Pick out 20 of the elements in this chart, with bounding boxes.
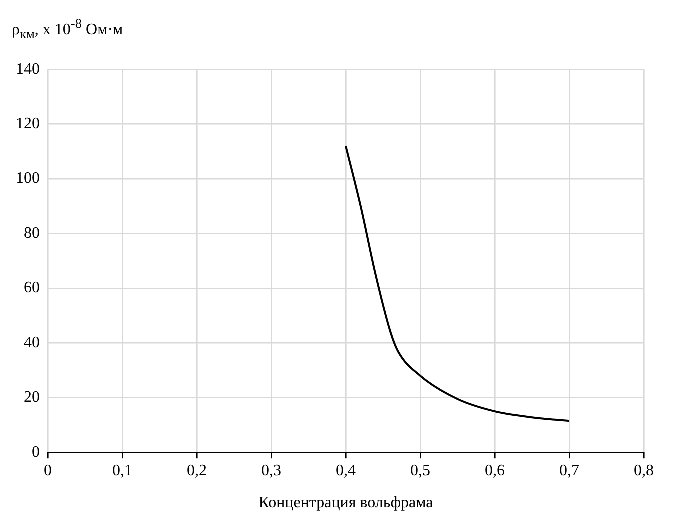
x-tick-label: 0,5 — [410, 462, 430, 480]
y-tick-label: 0 — [32, 444, 40, 461]
x-tick-label: 0,6 — [485, 462, 505, 480]
x-tick-label: 0 — [44, 462, 52, 480]
x-axis-title: Концентрация вольфрама — [258, 494, 434, 512]
y-tick-label: 60 — [24, 280, 40, 297]
y-tick-label: 20 — [24, 389, 40, 406]
x-tick-label: 0,8 — [634, 462, 654, 480]
x-tick-label: 0,4 — [336, 462, 356, 480]
y-axis-title: ρ$_{км}$, x 10$^{-8}$ Ом·м — [11, 15, 124, 44]
y-tick-label: 100 — [16, 170, 40, 188]
y-tick-label: 80 — [24, 224, 40, 242]
y-tick-label: 120 — [16, 116, 40, 133]
y-tick-label: 40 — [24, 334, 40, 352]
line-series — [345, 145, 570, 422]
x-tick-label: 0,1 — [112, 462, 132, 480]
x-tick-label: 0,3 — [262, 462, 282, 480]
x-tick-label: 0,2 — [187, 462, 207, 480]
x-tick-label: 0,7 — [560, 462, 580, 480]
y-tick-label: 140 — [16, 60, 40, 78]
